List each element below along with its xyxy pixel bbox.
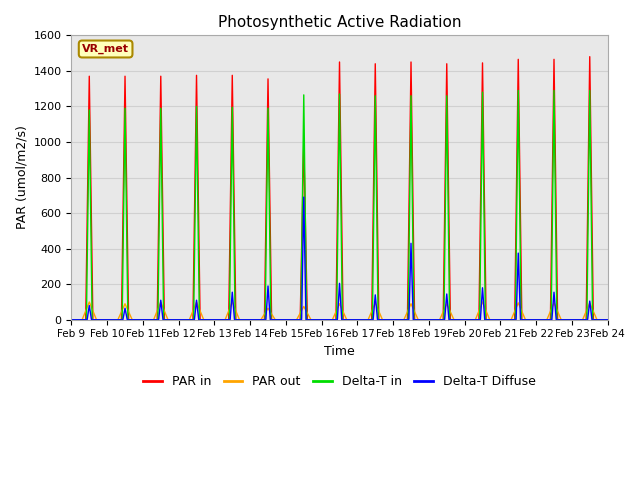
PAR out (604, 317, 611, 323)
Delta-T Diffuse (490, 317, 498, 323)
Delta-T Diffuse (460, 317, 467, 323)
PAR out (85, 299, 93, 305)
Text: VR_met: VR_met (82, 44, 129, 54)
Line: PAR in: PAR in (72, 57, 607, 320)
PAR out (319, 317, 327, 323)
Delta-T in (430, 317, 438, 323)
Y-axis label: PAR (umol/m2/s): PAR (umol/m2/s) (15, 126, 28, 229)
Delta-T in (515, 87, 522, 93)
Delta-T Diffuse (319, 317, 327, 323)
PAR out (430, 317, 438, 323)
PAR in (460, 317, 467, 323)
PAR in (603, 317, 611, 323)
Delta-T Diffuse (68, 317, 76, 323)
Delta-T in (604, 317, 611, 323)
PAR out (603, 317, 611, 323)
Delta-T Diffuse (430, 317, 438, 323)
Delta-T Diffuse (300, 194, 308, 200)
Delta-T in (164, 317, 172, 323)
X-axis label: Time: Time (324, 345, 355, 358)
Delta-T in (319, 317, 327, 323)
PAR in (490, 317, 498, 323)
PAR in (319, 317, 327, 323)
Title: Photosynthetic Active Radiation: Photosynthetic Active Radiation (218, 15, 461, 30)
Delta-T in (490, 317, 498, 323)
Delta-T in (68, 317, 76, 323)
Line: PAR out: PAR out (72, 302, 607, 320)
Delta-T Diffuse (164, 317, 172, 323)
Line: Delta-T in: Delta-T in (72, 90, 607, 320)
Line: Delta-T Diffuse: Delta-T Diffuse (72, 197, 607, 320)
PAR in (430, 317, 438, 323)
Delta-T in (603, 317, 611, 323)
PAR out (164, 317, 172, 323)
Delta-T in (460, 317, 467, 323)
PAR in (586, 54, 593, 60)
Legend: PAR in, PAR out, Delta-T in, Delta-T Diffuse: PAR in, PAR out, Delta-T in, Delta-T Dif… (138, 370, 541, 393)
Delta-T Diffuse (604, 317, 611, 323)
PAR in (164, 317, 172, 323)
Delta-T Diffuse (603, 317, 611, 323)
PAR in (604, 317, 611, 323)
PAR out (460, 317, 467, 323)
PAR out (490, 317, 498, 323)
PAR in (68, 317, 76, 323)
PAR out (68, 317, 76, 323)
